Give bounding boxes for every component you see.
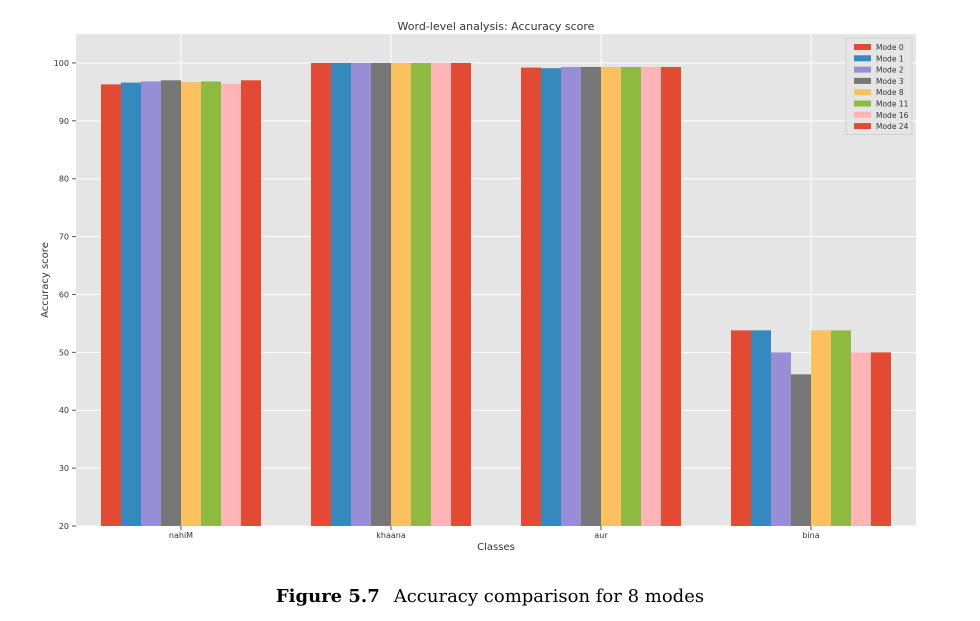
legend-swatch [854, 66, 871, 73]
legend-label: Mode 16 [876, 111, 909, 120]
legend-label: Mode 11 [876, 100, 909, 109]
legend-swatch [854, 77, 871, 84]
bar [621, 66, 641, 526]
y-tick-label: 70 [59, 233, 69, 242]
legend-label: Mode 2 [876, 66, 904, 75]
bar [141, 81, 161, 526]
bar [371, 62, 391, 527]
legend-swatch [854, 89, 871, 96]
legend: Mode 0 Mode 1 Mode 2 Mode 3 Mode 8 Mode 11 Mod… [845, 37, 913, 135]
legend-swatch [854, 44, 871, 50]
bar [751, 330, 771, 526]
y-tick-label: 40 [59, 406, 69, 415]
caption-text: Accuracy comparison for 8 modes [393, 586, 705, 607]
bar [871, 352, 891, 526]
bar [181, 82, 201, 526]
bar [641, 66, 661, 526]
bar [561, 66, 581, 526]
bar [101, 84, 121, 526]
figure-number: Figure 5.7 [275, 586, 380, 607]
x-tick-label: khaana [376, 531, 406, 540]
legend-swatch [854, 123, 871, 130]
chart-title: Word-level analysis: Accuracy score [398, 20, 595, 33]
y-tick-label: 90 [59, 117, 69, 126]
bar [331, 62, 351, 527]
bar [601, 66, 621, 526]
bar [411, 62, 431, 527]
bar [521, 67, 541, 526]
bar-chart: 20 30 40 50 60 70 80 90 100 nahiM khaana aur bina W… [40, 20, 916, 553]
legend-box [845, 37, 913, 135]
bar [831, 330, 851, 526]
bar [351, 62, 371, 527]
y-tick-label: 20 [59, 522, 69, 531]
y-axis-ticks: 20 30 40 50 60 70 80 90 100 [54, 59, 76, 531]
bar [791, 374, 811, 526]
legend-swatch [854, 100, 871, 107]
x-tick-label: aur [594, 531, 608, 540]
bar [581, 66, 601, 526]
x-axis-ticks: nahiM khaana aur bina [169, 526, 820, 540]
bar [161, 80, 181, 527]
bar [121, 82, 141, 526]
y-tick-label: 30 [59, 464, 69, 473]
y-axis-label: Accuracy score [40, 242, 51, 318]
legend-swatch [854, 55, 871, 62]
legend-swatch [854, 111, 871, 118]
bar [771, 352, 791, 526]
y-tick-label: 80 [59, 175, 69, 184]
figure-caption: Figure 5.7 Accuracy comparison for 8 mode… [0, 586, 980, 607]
y-tick-label: 60 [59, 290, 69, 299]
bar [731, 330, 751, 526]
bar [221, 83, 241, 527]
bar [241, 80, 261, 527]
bar [851, 352, 871, 526]
y-tick-label: 100 [54, 59, 69, 68]
legend-label: Mode 8 [876, 88, 904, 97]
legend-label: Mode 24 [876, 122, 909, 131]
bar [541, 68, 561, 527]
bar [661, 66, 681, 526]
bar [201, 81, 221, 526]
bar [451, 62, 471, 527]
bar [391, 62, 411, 527]
bar [811, 330, 831, 526]
legend-label: Mode 3 [876, 77, 904, 86]
x-tick-label: bina [802, 531, 819, 540]
y-tick-label: 50 [59, 348, 69, 357]
legend-label: Mode 0 [876, 43, 904, 52]
legend-label: Mode 1 [876, 54, 904, 63]
bar [431, 62, 451, 527]
x-axis-label: Classes [477, 542, 515, 553]
bar [311, 62, 331, 527]
bars [101, 62, 891, 527]
x-tick-label: nahiM [169, 531, 193, 540]
